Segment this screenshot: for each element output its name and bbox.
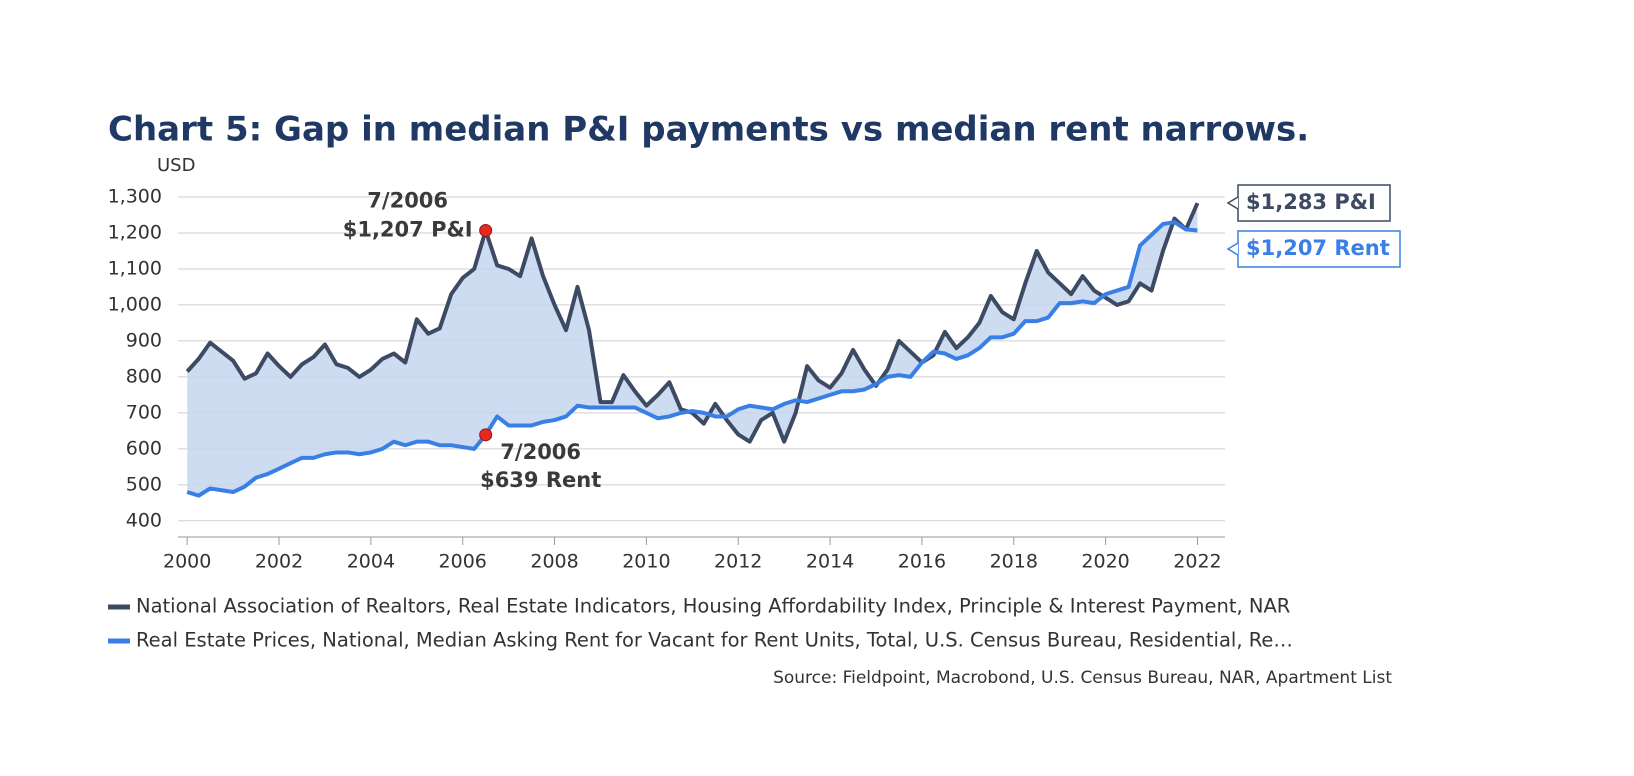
y-tick-label: 800 bbox=[126, 365, 162, 387]
end-label-pointer bbox=[1226, 196, 1239, 210]
y-axis-label: USD bbox=[157, 155, 195, 176]
end-label-pointer bbox=[1226, 242, 1239, 256]
y-tick-label: 500 bbox=[126, 473, 162, 495]
y-tick-label: 1,100 bbox=[108, 257, 162, 279]
y-tick-label: 900 bbox=[126, 329, 162, 351]
x-tick-label: 2014 bbox=[806, 551, 854, 573]
x-tick-label: 2002 bbox=[255, 551, 303, 573]
end-label-box bbox=[1237, 184, 1391, 222]
y-tick-label: 1,300 bbox=[108, 186, 162, 208]
end-label-box bbox=[1237, 230, 1401, 268]
line bbox=[186, 220, 1198, 498]
chart-title: Chart 5: Gap in median P&I payments vs m… bbox=[108, 110, 1309, 150]
x-tick-label: 2004 bbox=[347, 551, 395, 573]
end-label-text: $1,283 P&I bbox=[1246, 190, 1376, 214]
annotation-marker bbox=[479, 428, 493, 442]
x-tick-label: 2020 bbox=[1081, 551, 1129, 573]
x-tick-label: 2016 bbox=[898, 551, 946, 573]
x-tick-label: 2022 bbox=[1173, 551, 1221, 573]
legend-label: National Association of Realtors, Real E… bbox=[136, 595, 1290, 618]
legend-label: Real Estate Prices, National, Median Ask… bbox=[136, 629, 1293, 652]
x-tick-label: 2012 bbox=[714, 551, 762, 573]
gap-fill bbox=[187, 203, 1198, 496]
y-tick-label: 1,200 bbox=[108, 221, 162, 243]
y-tick-label: 700 bbox=[126, 401, 162, 423]
end-label: $1,207 Rent bbox=[1226, 230, 1401, 268]
x-tick-label: 2018 bbox=[990, 551, 1038, 573]
annotation-text: 7/2006 bbox=[500, 440, 581, 464]
y-tick-label: 1,000 bbox=[108, 293, 162, 315]
annotation-text: $1,207 P&I bbox=[343, 217, 473, 241]
end-label-text: $1,207 Rent bbox=[1246, 236, 1390, 260]
annotation-text: $639 Rent bbox=[480, 468, 601, 492]
x-tick-label: 2010 bbox=[622, 551, 670, 573]
x-tick-label: 2008 bbox=[530, 551, 578, 573]
source: Source: Fieldpoint, Macrobond, U.S. Cens… bbox=[773, 668, 1392, 688]
y-tick-label: 400 bbox=[126, 509, 162, 531]
x-tick-label: 2006 bbox=[439, 551, 487, 573]
annotation-text: 7/2006 bbox=[367, 188, 448, 212]
end-label: $1,283 P&I bbox=[1226, 184, 1391, 222]
x-tick-label: 2000 bbox=[163, 551, 211, 573]
annotation-marker bbox=[479, 223, 493, 237]
y-tick-label: 600 bbox=[126, 437, 162, 459]
